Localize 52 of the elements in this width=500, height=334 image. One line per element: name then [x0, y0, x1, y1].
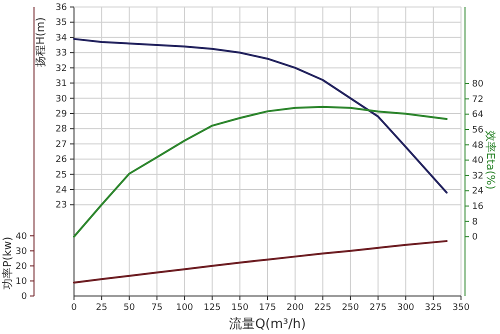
line-series	[73, 106, 448, 238]
y2-tick-label: 0	[472, 232, 478, 243]
y-tick-label: 24	[56, 186, 68, 196]
x-tick-label: 25	[96, 303, 108, 313]
y3-tick-label: 0	[21, 292, 28, 302]
y2-tick-label: 32	[472, 171, 484, 182]
y2-tick-label: 80	[472, 80, 484, 90]
x-axis-title: 流量Q(m³/h)	[229, 316, 306, 332]
y-tick-label: 27	[56, 140, 67, 150]
x-tick-label: 0	[71, 303, 78, 313]
y-tick-label: 34	[56, 33, 68, 44]
y3-tick-label: 30	[16, 246, 28, 257]
x-tick-label: 325	[424, 303, 442, 313]
y2-tick-label: 48	[472, 140, 484, 151]
y-tick-label: 35	[56, 18, 67, 28]
y-tick-label: 32	[56, 64, 67, 74]
line-series	[73, 240, 448, 284]
y2-tick-label: 16	[472, 202, 484, 212]
y-tick-label: 30	[56, 94, 68, 104]
y-tick-label: 36	[56, 3, 68, 13]
y2-axis-title: 效率Eta(%)	[484, 130, 497, 190]
y2-tick-label: 40	[472, 156, 484, 166]
y-tick-label: 29	[56, 109, 68, 120]
y-axis-title: 扬程H(m)	[34, 17, 47, 67]
x-tick-label: 175	[258, 303, 276, 313]
y2-tick-label: 56	[472, 125, 484, 136]
x-tick-label: 250	[342, 303, 360, 313]
x-tick-label: 75	[151, 303, 163, 313]
x-tick-label: 125	[204, 303, 221, 313]
y3-tick-label: 40	[16, 232, 28, 242]
y-tick-label: 26	[56, 155, 68, 166]
y-tick-label: 33	[56, 48, 67, 59]
line-series	[73, 38, 448, 194]
x-tick-label: 200	[286, 303, 304, 313]
y-tick-label: 25	[56, 170, 67, 180]
y3-axis-title: 功率P(kw)	[1, 236, 14, 290]
y-tick-label: 28	[56, 124, 68, 135]
y2-tick-label: 64	[472, 110, 484, 120]
y-tick-label: 31	[56, 79, 67, 90]
x-tick-label: 100	[176, 303, 194, 313]
x-tick-label: 50	[124, 303, 136, 313]
y2-tick-label: 8	[472, 217, 478, 228]
x-tick-label: 150	[231, 303, 249, 313]
y-tick-label: 23	[56, 200, 67, 211]
y2-tick-label: 72	[472, 94, 484, 105]
y3-tick-label: 10	[16, 276, 28, 287]
y3-tick-label: 20	[16, 262, 28, 272]
x-tick-label: 300	[397, 303, 415, 313]
x-tick-label: 225	[314, 303, 332, 313]
x-tick-label: 275	[369, 303, 387, 313]
x-tick-label: 350	[452, 303, 470, 313]
y2-tick-label: 24	[472, 186, 484, 197]
